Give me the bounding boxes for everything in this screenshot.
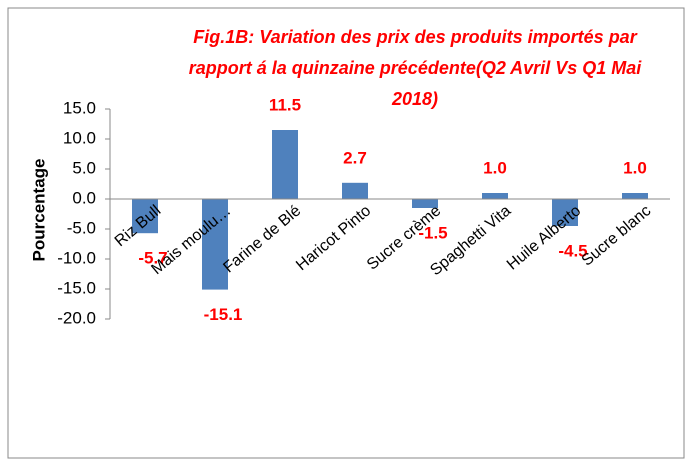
bar bbox=[342, 182, 368, 199]
value-label: 1.0 bbox=[623, 158, 647, 177]
bar bbox=[552, 199, 578, 226]
x-tick-label: Farine de Blé bbox=[220, 202, 304, 276]
x-tick-label: Huile Alberto bbox=[504, 202, 585, 273]
bar bbox=[412, 199, 438, 208]
y-tick-label: -20.0 bbox=[57, 308, 96, 327]
bar bbox=[622, 193, 648, 199]
bar bbox=[272, 130, 298, 199]
value-label: -4.5 bbox=[558, 241, 587, 260]
chart-title: Fig.1B: Variation des prix des produits … bbox=[188, 27, 642, 109]
bar bbox=[202, 199, 228, 290]
value-label: 11.5 bbox=[269, 95, 301, 114]
value-label: -15.1 bbox=[204, 305, 243, 324]
y-axis-label: Pourcentage bbox=[29, 159, 48, 262]
value-label: 1.0 bbox=[483, 158, 507, 177]
y-tick-label: -10.0 bbox=[57, 248, 96, 267]
value-label: -1.5 bbox=[418, 223, 447, 242]
y-tick-label: -5.0 bbox=[67, 218, 96, 237]
value-label: -5.7 bbox=[138, 249, 167, 268]
bar bbox=[132, 199, 158, 234]
frame bbox=[7, 7, 685, 459]
y-tick-label: -15.0 bbox=[57, 278, 96, 297]
value-label: 2.7 bbox=[343, 148, 367, 167]
y-tick-label: 5.0 bbox=[72, 158, 96, 177]
x-tick-label: Haricot Pinto bbox=[293, 202, 374, 274]
y-tick-label: 10.0 bbox=[63, 128, 96, 147]
y-tick-label: 15.0 bbox=[63, 98, 96, 117]
y-tick-label: 0.0 bbox=[72, 188, 96, 207]
x-tick-label: Sucre blanc bbox=[579, 202, 655, 269]
bar bbox=[482, 193, 508, 199]
